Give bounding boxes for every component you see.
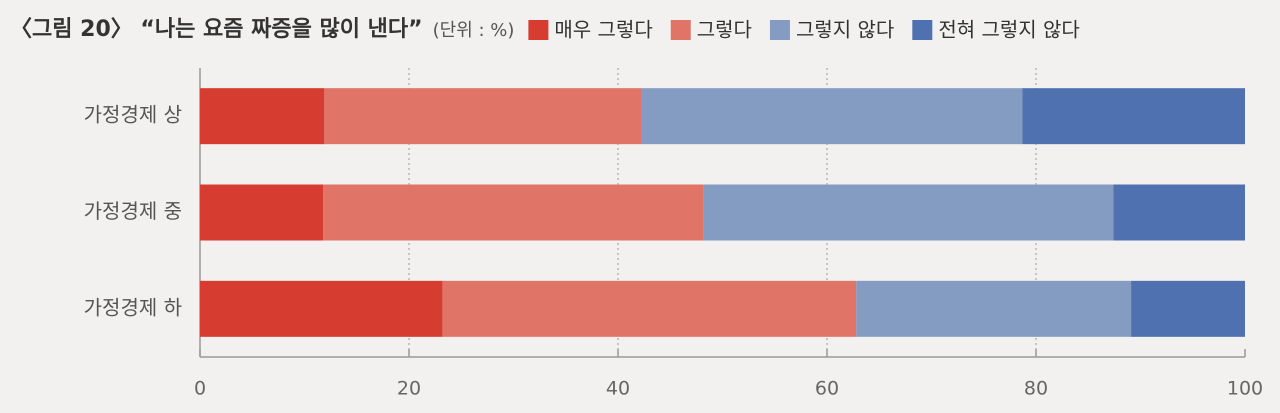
legend-swatch bbox=[912, 20, 933, 40]
legend-swatch bbox=[528, 20, 549, 40]
legend: 매우 그렇다 그렇다 그렇지 않다 전혀 그렇지 않다 bbox=[528, 18, 1080, 42]
bar-segment bbox=[200, 184, 324, 241]
chart-title: 〈그림 20〉 “나는 요즘 짜증을 많이 낸다” bbox=[10, 17, 423, 42]
bar-segment bbox=[856, 280, 1132, 337]
legend-label: 그렇다 bbox=[697, 18, 752, 42]
bar-segment bbox=[200, 88, 325, 145]
x-tick-label: 60 bbox=[815, 378, 839, 400]
bar-segment bbox=[1022, 88, 1245, 145]
x-tick-label: 20 bbox=[397, 378, 421, 400]
y-tick-label: 가정경제 상 bbox=[84, 103, 182, 127]
y-tick-label: 가정경제 중 bbox=[84, 199, 182, 223]
unit-label: (단위 : %) bbox=[433, 20, 515, 41]
bar-segment bbox=[442, 280, 857, 337]
x-tick-label: 100 bbox=[1227, 378, 1263, 400]
bar-segment bbox=[1113, 184, 1245, 241]
legend-label: 전혀 그렇지 않다 bbox=[938, 18, 1080, 42]
bar-segment bbox=[703, 184, 1114, 241]
bar-segment bbox=[323, 184, 704, 241]
legend-swatch bbox=[670, 20, 691, 40]
bar-segment bbox=[324, 88, 641, 145]
x-tick-label: 40 bbox=[606, 378, 630, 400]
bar-segment bbox=[640, 88, 1023, 145]
y-tick-label: 가정경제 하 bbox=[84, 295, 182, 319]
bar-segment bbox=[200, 280, 443, 337]
legend-label: 매우 그렇다 bbox=[554, 18, 652, 42]
legend-swatch bbox=[769, 20, 790, 40]
bar-segment bbox=[1131, 280, 1245, 337]
x-tick-label: 0 bbox=[194, 378, 206, 400]
legend-label: 그렇지 않다 bbox=[796, 18, 894, 42]
x-tick-label: 80 bbox=[1024, 378, 1048, 400]
